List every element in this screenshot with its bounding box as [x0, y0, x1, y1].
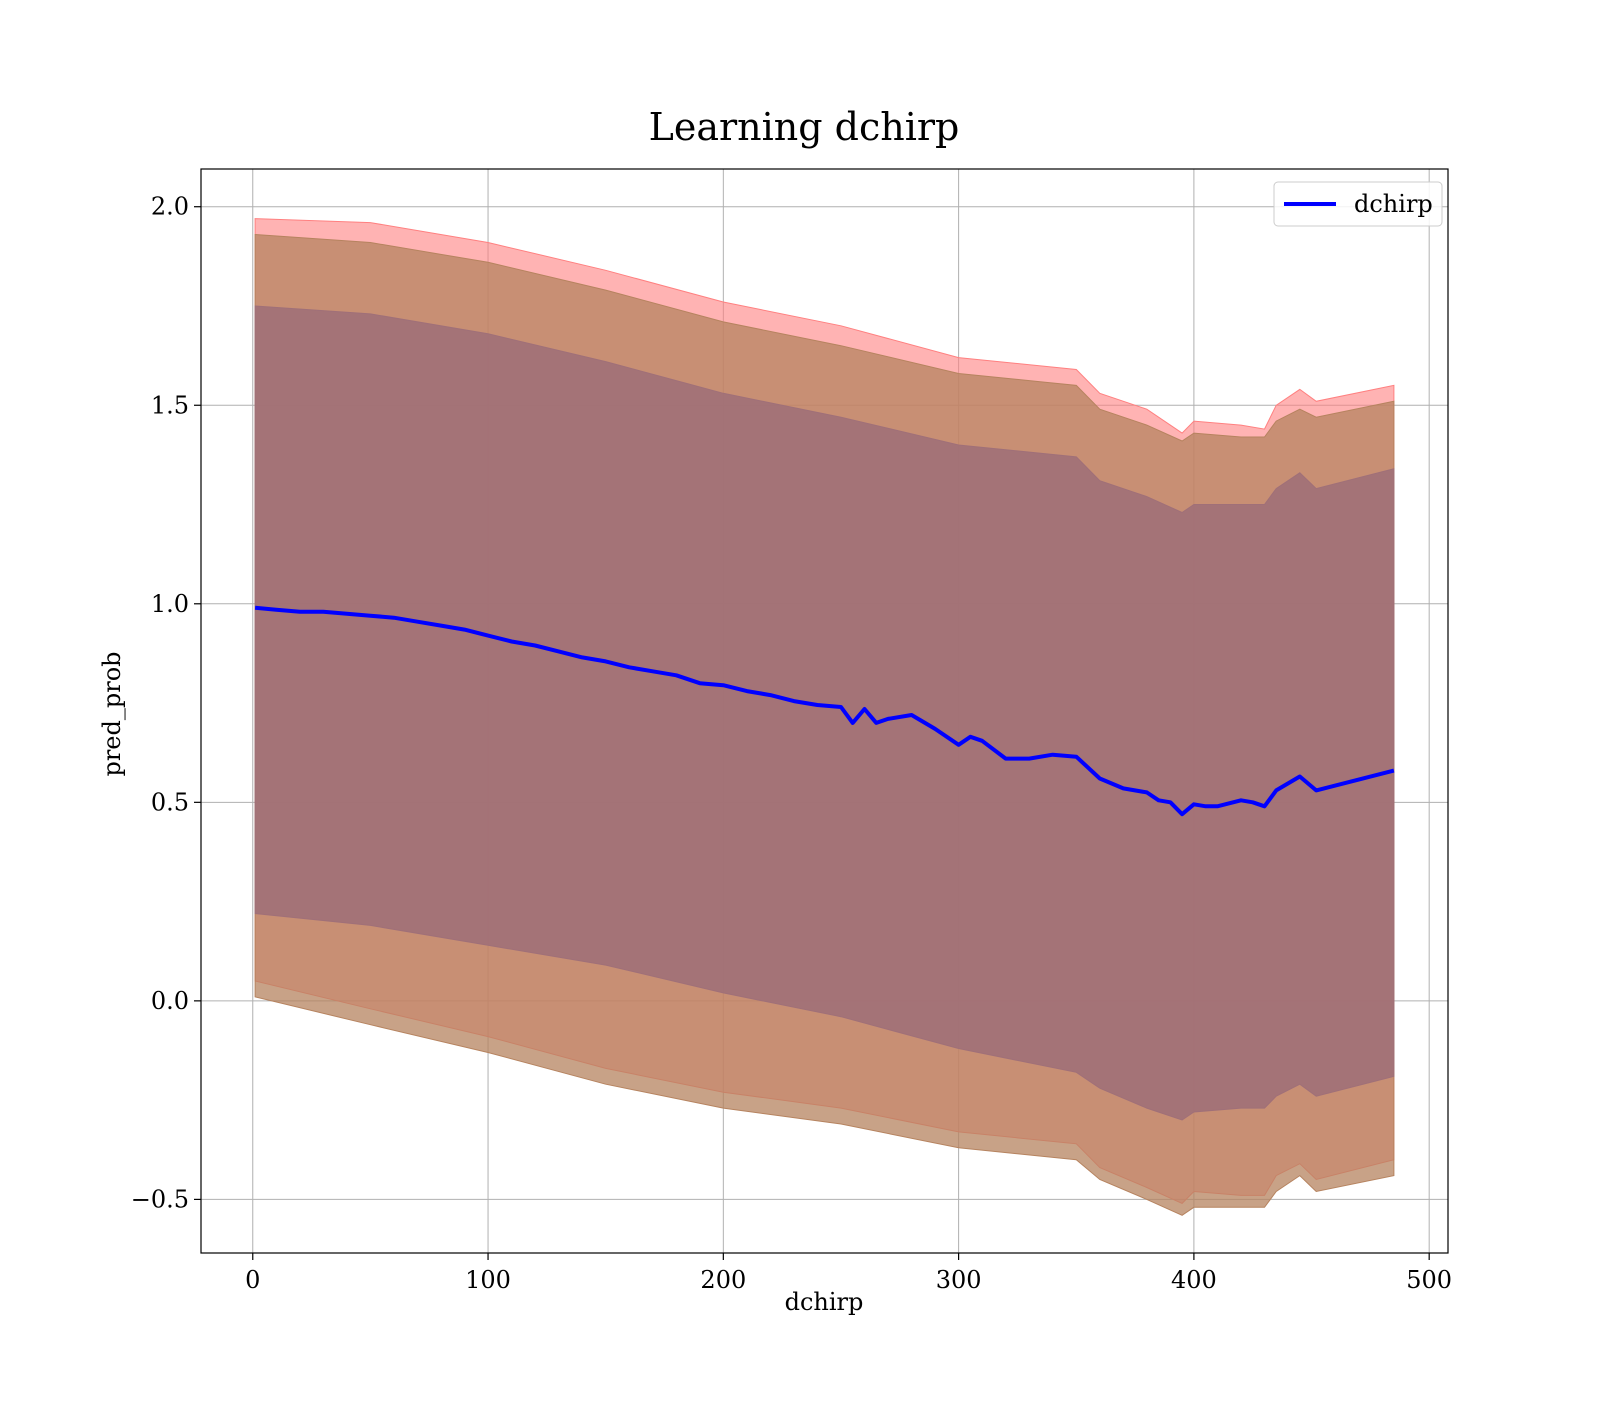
- chart-title: Learning dchirp: [649, 105, 960, 149]
- y-tick-label-0: −0.5: [131, 1185, 189, 1213]
- series-line-0: [254, 605, 1395, 817]
- x-tick-label-4: 400: [1171, 1266, 1217, 1294]
- y-tick-label-5: 2.0: [151, 193, 189, 221]
- axes-frame: [200, 168, 1449, 1254]
- x-axis-label: dchirp: [785, 1288, 864, 1316]
- y-tick-label-2: 0.5: [151, 788, 189, 816]
- x-tick-label-5: 500: [1406, 1266, 1452, 1294]
- x-tick-label-3: 300: [936, 1266, 982, 1294]
- x-tick-label-2: 200: [700, 1266, 746, 1294]
- y-tick-label-3: 1.0: [151, 590, 189, 618]
- y-tick-label-4: 1.5: [151, 391, 189, 419]
- y-tick-label-1: 0.0: [151, 987, 189, 1015]
- band-inner: [254, 305, 1395, 1121]
- plot-area: 0 100 200 300 400 500 −0.5 0.0 0.5 1.0 1.5 2.0 dchir…: [131, 168, 1452, 1294]
- legend-box: [1273, 181, 1443, 227]
- x-tick-label-0: 0: [245, 1266, 260, 1294]
- legend-label: dchirp: [1354, 190, 1433, 218]
- x-tick-label-1: 100: [465, 1266, 511, 1294]
- y-axis-label: pred_prob: [98, 651, 126, 776]
